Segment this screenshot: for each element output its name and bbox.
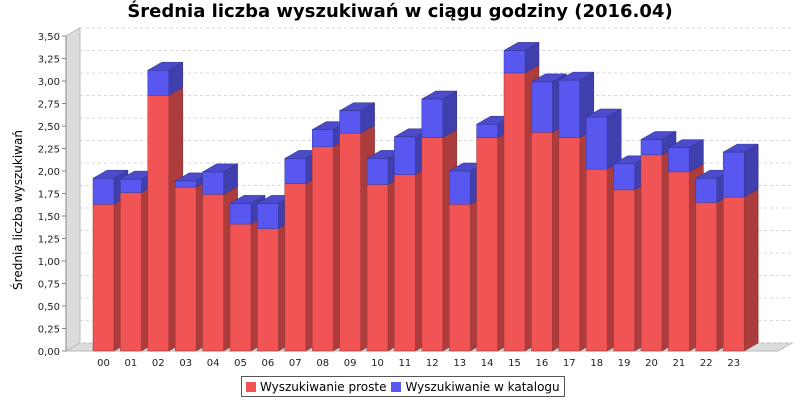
bar-catalog-search — [201, 163, 239, 195]
x-tick-label: 04 — [207, 358, 220, 369]
x-tick-label: 05 — [234, 358, 247, 369]
x-tick-label: 18 — [590, 358, 603, 369]
x-tick-label: 02 — [152, 358, 165, 369]
legend-item-simple-search: Wyszukiwanie proste — [246, 380, 386, 394]
bar-catalog-search — [503, 41, 540, 74]
y-tick-label: 0,50 — [38, 302, 60, 313]
y-tick-label: 2,25 — [38, 145, 60, 156]
y-tick-label: 2,50 — [38, 122, 60, 133]
x-tick-label: 10 — [371, 358, 384, 369]
y-axis-label: Średnia liczba wyszukiwań — [10, 130, 25, 290]
legend: Wyszukiwanie proste Wyszukiwanie w katal… — [241, 376, 565, 397]
x-tick-label: 22 — [700, 358, 713, 369]
bar-catalog-search — [585, 108, 623, 170]
y-tick-label: 3,50 — [38, 32, 60, 43]
x-tick-label: 03 — [179, 358, 192, 369]
y-tick-label: 3,25 — [38, 55, 60, 66]
x-tick-label: 00 — [97, 358, 110, 369]
legend-label: Wyszukiwanie w katalogu — [405, 379, 560, 394]
legend-item-catalog-search: Wyszukiwanie w katalogu — [391, 379, 560, 394]
chart-title: Średnia liczba wyszukiwań w ciągu godzin… — [127, 1, 673, 22]
x-tick-label: 21 — [673, 358, 686, 369]
x-tick-label: 17 — [563, 358, 576, 369]
y-tick-label: 1,25 — [38, 235, 60, 246]
y-tick-label: 0,00 — [38, 347, 60, 358]
bars — [92, 41, 760, 352]
x-tick-label: 01 — [125, 358, 138, 369]
x-axis: 00 01 02 03 04 05 06 07 08 09 10 11 12 13 14 15 16 17 18 19… — [97, 358, 740, 369]
bar-catalog-search — [338, 102, 376, 134]
y-axis: 0,00 0,25 0,50 0,75 1,00 1,25 1,50 1,75 2,00 2,25… — [38, 32, 67, 358]
y-tick-label: 0,25 — [38, 325, 60, 336]
x-tick-label: 20 — [645, 358, 658, 369]
legend-label: Wyszukiwanie proste — [260, 379, 387, 394]
y-tick-label: 3,00 — [38, 77, 60, 88]
x-tick-label: 08 — [316, 358, 329, 369]
y-tick-label: 1,50 — [38, 212, 60, 223]
x-tick-label: 16 — [536, 358, 549, 369]
bar-catalog-search — [640, 131, 677, 156]
x-tick-label: 19 — [618, 358, 631, 369]
bar-catalog-search — [146, 61, 184, 96]
x-tick-label: 14 — [481, 358, 494, 369]
x-tick-label: 13 — [453, 358, 466, 369]
x-tick-label: 07 — [289, 358, 302, 369]
bar-catalog-search — [667, 139, 705, 173]
y-tick-label: 2,75 — [38, 100, 60, 111]
x-tick-label: 23 — [727, 358, 740, 369]
x-tick-label: 11 — [399, 358, 412, 369]
x-tick-label: 06 — [262, 358, 275, 369]
legend-swatch-blue — [391, 381, 402, 392]
y-tick-label: 0,75 — [38, 280, 60, 291]
bar-catalog-search — [119, 170, 157, 194]
y-tick-label: 1,00 — [38, 257, 60, 268]
bar-catalog-search — [420, 90, 458, 139]
y-tick-label: 2,00 — [38, 167, 60, 178]
bar-catalog-search — [722, 143, 760, 198]
x-tick-label: 09 — [344, 358, 357, 369]
y-tick-label: 1,75 — [38, 190, 60, 201]
x-tick-label: 15 — [508, 358, 521, 369]
bar-simple-search — [722, 188, 759, 352]
x-tick-label: 12 — [426, 358, 439, 369]
left-wall — [65, 27, 81, 352]
legend-swatch-red — [246, 381, 256, 392]
